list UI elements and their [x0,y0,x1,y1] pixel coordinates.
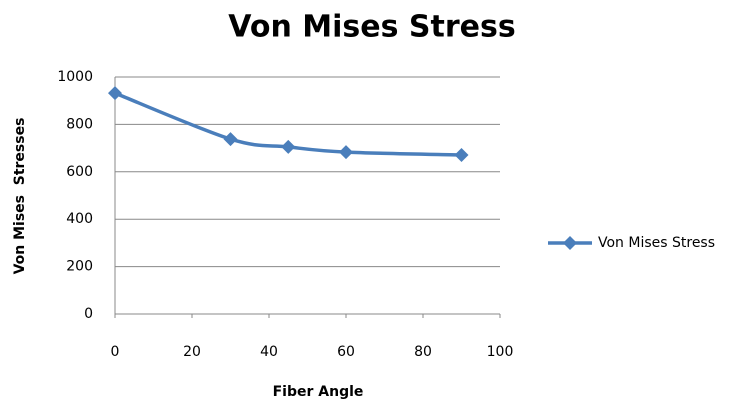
x-tick-label: 0 [111,344,120,360]
x-tick-label: 20 [183,344,201,360]
y-tick-label: 0 [84,306,93,322]
legend-marker [563,236,577,250]
y-tick-label: 1000 [57,69,93,85]
data-point [281,139,296,154]
x-tick-label: 60 [337,344,355,360]
data-point [108,86,122,101]
data-point [454,147,469,162]
data-point [223,132,238,147]
y-tick-label: 800 [66,116,93,132]
y-tick-label: 600 [66,164,93,180]
y-axis-label: Von Mises Stresses [12,118,28,275]
y-tick-label: 200 [66,259,93,275]
x-tick-label: 80 [414,344,432,360]
legend-label: Von Mises Stress [598,235,715,251]
chart-title: Von Mises Stress [228,10,515,45]
data-point [339,145,353,160]
y-tick-label: 400 [66,211,93,227]
x-tick-label: 40 [260,344,278,360]
x-tick-label: 100 [487,344,514,360]
x-axis-label: Fiber Angle [273,384,364,400]
